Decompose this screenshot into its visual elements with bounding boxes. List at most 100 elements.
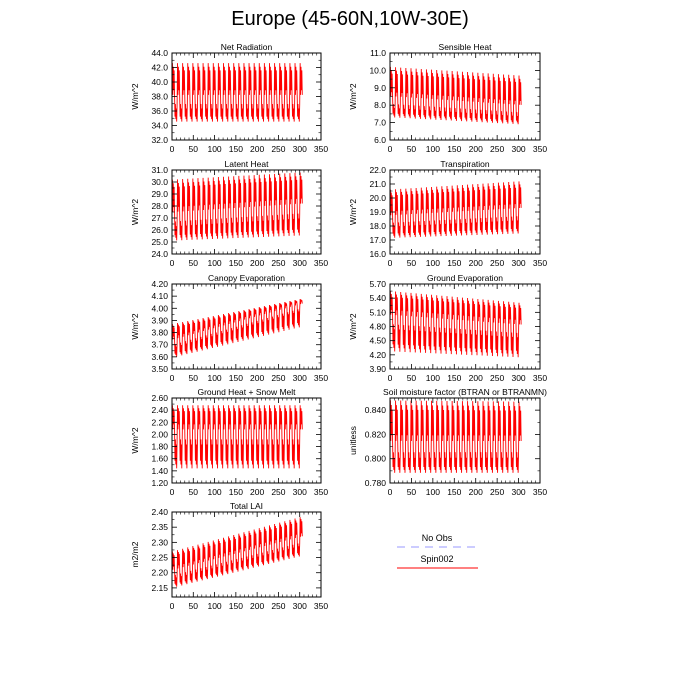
y-tick-label: 3.90 bbox=[369, 364, 386, 374]
y-tick-label: 31.0 bbox=[151, 165, 168, 175]
y-tick-label: 4.20 bbox=[369, 350, 386, 360]
y-tick-label: 8.0 bbox=[374, 100, 386, 110]
series-line bbox=[389, 400, 522, 473]
x-tick-label: 0 bbox=[388, 144, 393, 154]
series-line bbox=[171, 298, 303, 357]
y-tick-label: 0.840 bbox=[365, 405, 387, 415]
y-tick-label: 1.60 bbox=[151, 454, 168, 464]
y-tick-label: 32.0 bbox=[151, 135, 168, 145]
series-line bbox=[171, 172, 303, 241]
y-tick-label: 2.35 bbox=[151, 522, 168, 532]
y-tick-label: 0.800 bbox=[365, 454, 387, 464]
x-tick-label: 350 bbox=[533, 144, 547, 154]
x-tick-label: 0 bbox=[388, 487, 393, 497]
x-tick-label: 150 bbox=[447, 373, 461, 383]
panel-title: Latent Heat bbox=[225, 159, 270, 169]
x-tick-label: 0 bbox=[170, 258, 175, 268]
y-tick-label: 26.0 bbox=[151, 225, 168, 235]
x-tick-label: 100 bbox=[426, 373, 440, 383]
y-tick-label: 0.820 bbox=[365, 429, 387, 439]
chart-panel-7: 0 50 100 150 200 250 300 350 1.20 1.40 1.60 1.80 2.0… bbox=[130, 387, 328, 497]
x-tick-label: 200 bbox=[250, 487, 264, 497]
y-tick-label: 42.0 bbox=[151, 63, 168, 73]
x-tick-label: 50 bbox=[189, 601, 199, 611]
x-tick-label: 200 bbox=[469, 373, 483, 383]
y-tick-label: 28.0 bbox=[151, 201, 168, 211]
y-tick-label: 2.00 bbox=[151, 429, 168, 439]
legend-label: Spin002 bbox=[420, 554, 453, 564]
panel-title: Ground Heat + Snow Melt bbox=[197, 387, 296, 397]
y-tick-label: 25.0 bbox=[151, 237, 168, 247]
y-tick-label: 16.0 bbox=[369, 249, 386, 259]
x-tick-label: 0 bbox=[170, 373, 175, 383]
x-tick-label: 300 bbox=[511, 258, 525, 268]
y-tick-label: 1.20 bbox=[151, 478, 168, 488]
y-tick-label: 22.0 bbox=[369, 165, 386, 175]
x-tick-label: 100 bbox=[426, 144, 440, 154]
y-axis-label: unitless bbox=[348, 426, 358, 455]
y-tick-label: 19.0 bbox=[369, 207, 386, 217]
chart-panel-2: 0 50 100 150 200 250 300 350 6.0 7.0 8.0 9.0 10.0 11.… bbox=[348, 42, 547, 154]
x-tick-label: 350 bbox=[314, 487, 328, 497]
y-tick-label: 2.25 bbox=[151, 553, 168, 563]
plot-frame bbox=[171, 511, 322, 598]
x-tick-label: 300 bbox=[293, 601, 307, 611]
y-tick-label: 2.60 bbox=[151, 393, 168, 403]
x-tick-label: 150 bbox=[229, 487, 243, 497]
y-tick-label: 40.0 bbox=[151, 77, 168, 87]
y-tick-label: 21.0 bbox=[369, 179, 386, 189]
series-line bbox=[171, 517, 303, 587]
series-line bbox=[389, 66, 522, 125]
x-tick-label: 350 bbox=[314, 258, 328, 268]
x-tick-label: 50 bbox=[189, 258, 199, 268]
y-tick-label: 2.20 bbox=[151, 568, 168, 578]
legend: No Obs Spin002 bbox=[397, 533, 478, 569]
x-tick-label: 300 bbox=[511, 487, 525, 497]
y-axis-label: W/m^2 bbox=[130, 199, 140, 225]
y-tick-label: 3.60 bbox=[151, 352, 168, 362]
x-tick-label: 200 bbox=[469, 144, 483, 154]
y-tick-label: 36.0 bbox=[151, 106, 168, 116]
y-axis-label: W/m^2 bbox=[130, 427, 140, 453]
figure-title: Europe (45-60N,10W-30E) bbox=[231, 8, 469, 30]
y-tick-label: 2.40 bbox=[151, 405, 168, 415]
x-tick-label: 150 bbox=[447, 144, 461, 154]
x-tick-label: 0 bbox=[388, 258, 393, 268]
y-axis-label: W/m^2 bbox=[348, 83, 358, 109]
x-tick-label: 250 bbox=[490, 258, 504, 268]
y-tick-label: 20.0 bbox=[369, 193, 386, 203]
x-tick-label: 200 bbox=[469, 487, 483, 497]
panel-title: Ground Evaporation bbox=[427, 273, 503, 283]
x-tick-label: 200 bbox=[250, 373, 264, 383]
x-tick-label: 300 bbox=[293, 373, 307, 383]
y-tick-label: 1.40 bbox=[151, 466, 168, 476]
x-tick-label: 350 bbox=[533, 258, 547, 268]
y-tick-label: 18.0 bbox=[369, 221, 386, 231]
x-tick-label: 100 bbox=[207, 487, 221, 497]
legend-label: No Obs bbox=[422, 533, 453, 543]
y-tick-label: 7.0 bbox=[374, 118, 386, 128]
series-line bbox=[171, 63, 303, 122]
y-tick-label: 1.80 bbox=[151, 442, 168, 452]
x-tick-label: 350 bbox=[314, 144, 328, 154]
series-line bbox=[389, 181, 522, 238]
y-tick-label: 10.0 bbox=[369, 65, 386, 75]
plot-frame bbox=[389, 397, 541, 484]
plot-frame bbox=[389, 52, 541, 141]
y-tick-label: 2.30 bbox=[151, 537, 168, 547]
y-tick-label: 17.0 bbox=[369, 235, 386, 245]
x-tick-label: 350 bbox=[314, 601, 328, 611]
y-tick-label: 4.80 bbox=[369, 322, 386, 332]
panel-title: Total LAI bbox=[230, 501, 263, 511]
y-axis-label: W/m^2 bbox=[130, 313, 140, 339]
x-tick-label: 0 bbox=[170, 487, 175, 497]
y-tick-label: 3.90 bbox=[151, 315, 168, 325]
panel-title: Net Radiation bbox=[221, 42, 273, 52]
x-tick-label: 300 bbox=[511, 144, 525, 154]
chart-panel-8: 0 50 100 150 200 250 300 350 0.780 0.800 0.820 0.84… bbox=[348, 387, 547, 497]
y-tick-label: 5.40 bbox=[369, 293, 386, 303]
y-tick-label: 2.15 bbox=[151, 583, 168, 593]
x-tick-label: 150 bbox=[229, 601, 243, 611]
chart-panel-5: 0 50 100 150 200 250 300 350 3.50 3.60 3.70 3.80 3.9… bbox=[130, 273, 328, 383]
chart-panel-9: 0 50 100 150 200 250 300 350 2.15 2.20 2.25 2.30 2.3… bbox=[130, 501, 328, 611]
